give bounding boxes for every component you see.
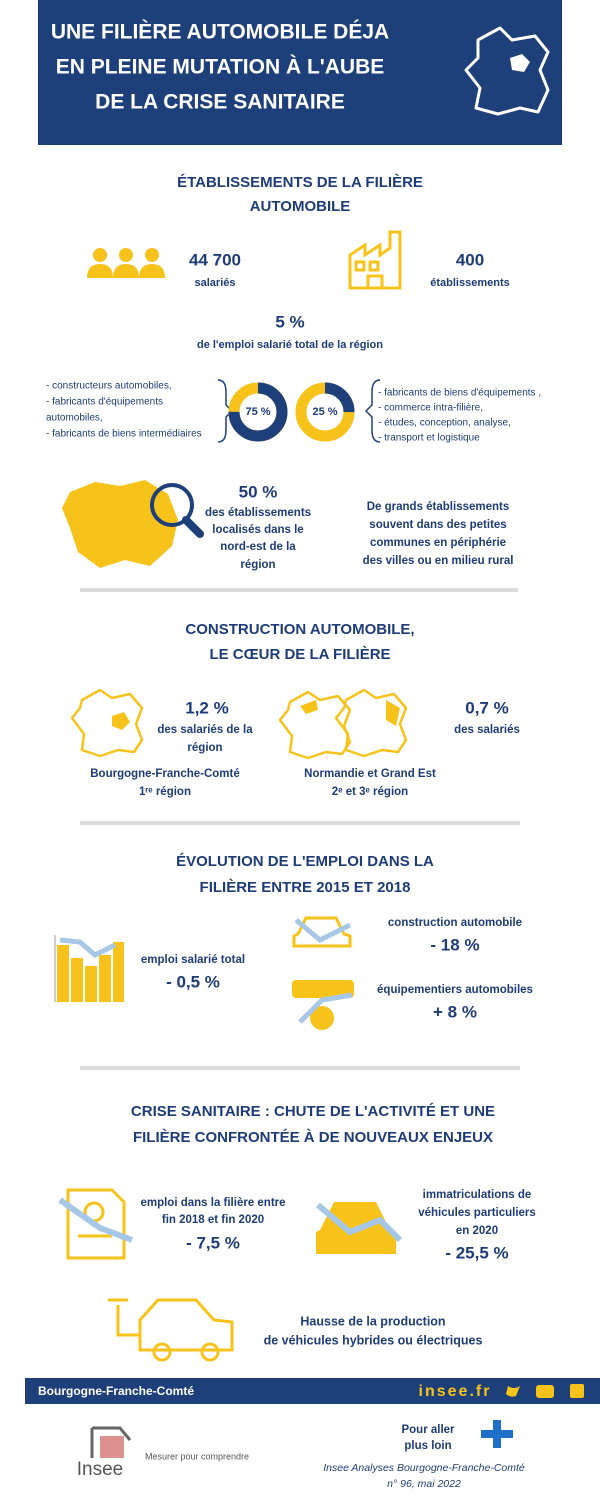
section-title: ÉVOLUTION DE L'EMPLOI DANS LA — [176, 853, 434, 870]
figure: - 7,5 % — [186, 1233, 240, 1252]
more-link: Pour aller — [401, 1424, 455, 1436]
region-rank: 1ʳᵉ région — [139, 786, 191, 798]
reference: n° 96, mai 2022 — [387, 1478, 461, 1490]
section-title: AUTOMOBILE — [250, 198, 351, 215]
region-map — [62, 480, 178, 568]
list-item: - fabricants d'équipements — [46, 397, 163, 408]
logo-text: Insee — [77, 1459, 123, 1480]
note: des villes ou en milieu rural — [363, 555, 514, 567]
header-title: EN PLEINE MUTATION À L'AUBE — [56, 56, 385, 79]
reference: Insee Analyses Bourgogne-Franche-Comté — [323, 1462, 525, 1474]
bracket-right — [364, 379, 381, 443]
car-icon — [292, 916, 352, 948]
region-fill — [386, 700, 400, 726]
note: De grands établissements — [367, 501, 510, 513]
donut-arc — [295, 382, 355, 442]
magnifier-icon — [150, 483, 204, 538]
more-link: plus loin — [404, 1440, 451, 1452]
figure-label: région — [240, 559, 275, 571]
figure-label: véhicules particuliers — [418, 1207, 536, 1219]
figure: - 25,5 % — [445, 1243, 508, 1262]
donut-arc — [228, 382, 288, 442]
figure-label: de l'emploi salarié total de la région — [197, 339, 383, 351]
figure: 0,7 % — [465, 698, 508, 717]
section-title: CONSTRUCTION AUTOMOBILE, — [185, 621, 414, 638]
note: souvent dans des petites — [369, 519, 506, 531]
section-title: CRISE SANITAIRE : CHUTE DE L'ACTIVITÉ ET… — [131, 1103, 495, 1120]
twitter-icon[interactable] — [506, 1386, 520, 1397]
region-fill — [300, 700, 318, 714]
region-name: Normandie et Grand Est — [304, 768, 436, 780]
figure-label: fin 2018 et fin 2020 — [162, 1214, 264, 1226]
note: Hausse de la production — [300, 1314, 445, 1328]
figure-label: en 2020 — [456, 1225, 498, 1237]
figure-label: immatriculations de — [423, 1189, 532, 1201]
region-rank: 2ᵉ et 3ᵉ région — [332, 786, 408, 798]
figure-label: nord-est de la — [220, 541, 296, 553]
figure: + 8 % — [433, 1002, 477, 1021]
bar-chart-icon — [54, 935, 124, 1002]
list-item: - fabricants de biens intermédiaires — [46, 429, 202, 440]
list-item: - constructeurs automobiles, — [46, 381, 172, 392]
donut-label: 25 % — [312, 406, 337, 418]
note: de véhicules hybrides ou électriques — [264, 1333, 483, 1347]
car-icon — [316, 1202, 403, 1254]
figure-label: des établissements — [205, 507, 311, 519]
slogan: Mesurer pour comprendre — [145, 1451, 249, 1461]
figure-label: emploi salarié total — [141, 954, 245, 966]
figure-label: région — [187, 742, 222, 754]
figure-label: équipementiers automobiles — [377, 984, 533, 996]
figure-label: établissements — [430, 277, 509, 289]
list-item: - fabricants de biens d'équipements , — [378, 388, 541, 399]
figure: 5 % — [275, 312, 304, 331]
footer-site: insee.fr — [419, 1383, 492, 1400]
figure-label: salariés — [195, 277, 236, 289]
footer-region: Bourgogne-Franche-Comté — [38, 1384, 194, 1398]
figure: - 0,5 % — [166, 972, 220, 991]
figure: 50 % — [239, 482, 278, 501]
donut-label: 75 % — [245, 406, 270, 418]
plus-icon[interactable] — [481, 1420, 513, 1448]
figure-label: localisés dans le — [212, 524, 303, 536]
figure: - 18 % — [430, 935, 479, 954]
parts-icon — [292, 980, 354, 1030]
insee-logo-mark — [100, 1436, 124, 1458]
figure-label: construction automobile — [388, 917, 522, 929]
section-title: FILIÈRE CONFRONTÉE À DE NOUVEAUX ENJEUX — [133, 1129, 493, 1146]
figure-label: emploi dans la filière entre — [140, 1197, 285, 1209]
footer-band — [25, 1378, 600, 1404]
figure: 44 700 — [189, 250, 241, 269]
figure-label: des salariés de la — [157, 724, 253, 736]
figure: 1,2 % — [185, 698, 228, 717]
region-icon — [510, 54, 530, 72]
list-item: - études, conception, analyse, — [378, 418, 511, 429]
figure-label: des salariés — [454, 724, 520, 736]
linkedin-icon[interactable] — [570, 1384, 584, 1398]
note: communes en périphérie — [370, 537, 506, 549]
section-title: ÉTABLISSEMENTS DE LA FILIÈRE — [177, 174, 423, 191]
electric-car-icon — [108, 1298, 234, 1362]
section-title: LE CŒUR DE LA FILIÈRE — [209, 646, 390, 663]
section-title: FILIÈRE ENTRE 2015 ET 2018 — [200, 879, 411, 896]
youtube-icon[interactable] — [536, 1385, 554, 1398]
france-icon — [464, 26, 550, 116]
france-outlines — [70, 688, 408, 760]
insee-logo-mark — [90, 1426, 132, 1458]
factory-icon — [348, 230, 402, 290]
header-title: DE LA CRISE SANITAIRE — [95, 91, 345, 114]
header-title: UNE FILIÈRE AUTOMOBILE DÉJA — [51, 21, 389, 44]
region-name: Bourgogne-Franche-Comté — [90, 768, 240, 780]
figure: 400 — [456, 250, 484, 269]
region-fill — [112, 712, 130, 730]
list-item: automobiles, — [46, 413, 103, 424]
list-item: - transport et logistique — [378, 433, 480, 444]
header-band — [38, 0, 562, 145]
document-icon — [58, 1188, 134, 1260]
list-item: - commerce intra-filière, — [378, 403, 483, 414]
people-icon — [87, 248, 165, 278]
